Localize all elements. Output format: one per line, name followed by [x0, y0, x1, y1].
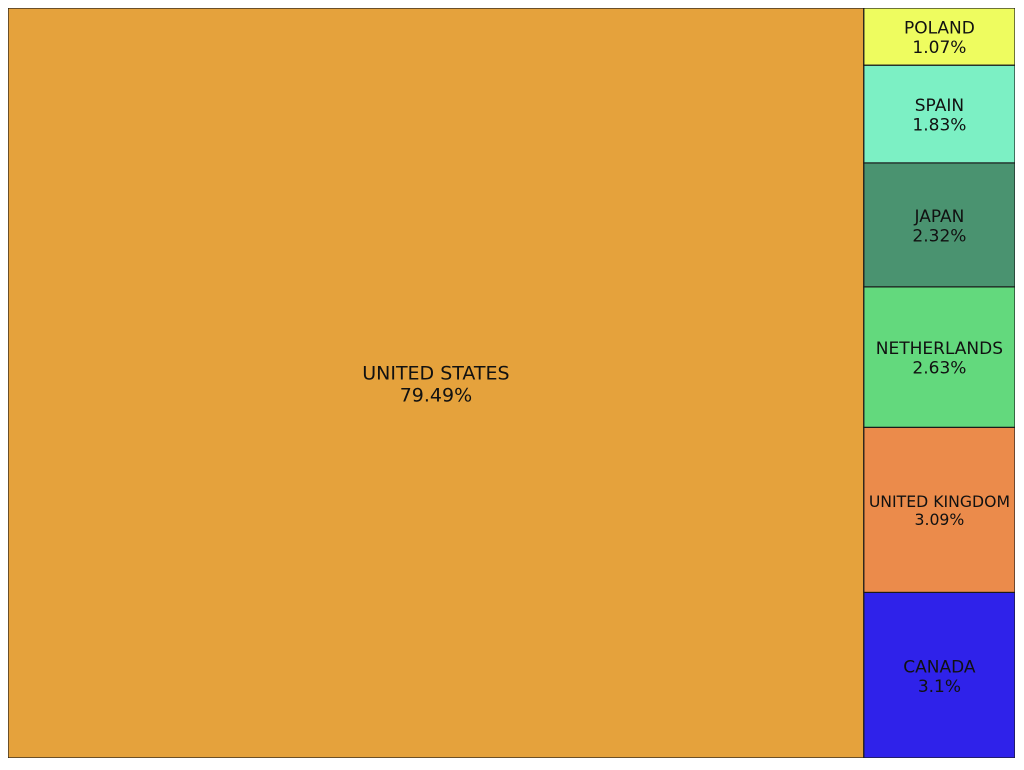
treemap-rect-canada: [863, 591, 1015, 758]
treemap-label-united-states: UNITED STATES: [362, 363, 509, 385]
treemap-value-spain: 1.83%: [912, 116, 966, 136]
treemap-rect-netherlands: [863, 286, 1015, 428]
treemap-rect-united-kingdom: [863, 426, 1015, 594]
treemap-rect-poland: [863, 8, 1015, 66]
treemap-value-united-states: 79.49%: [400, 385, 472, 407]
treemap-value-netherlands: 2.63%: [912, 359, 966, 379]
treemap-label-japan: JAPAN: [913, 207, 964, 227]
treemap-label-spain: SPAIN: [915, 96, 964, 116]
treemap-value-poland: 1.07%: [912, 38, 966, 58]
treemap-value-united-kingdom: 3.09%: [914, 510, 964, 529]
treemap-rect-spain: [863, 64, 1015, 164]
treemap-label-netherlands: NETHERLANDS: [876, 339, 1003, 359]
treemap-value-canada: 3.1%: [918, 677, 961, 697]
treemap-label-poland: POLAND: [904, 19, 975, 39]
treemap-rect-japan: [863, 162, 1015, 288]
treemap-value-japan: 2.32%: [912, 226, 966, 246]
treemap-label-united-kingdom: UNITED KINGDOM: [869, 492, 1010, 511]
treemap-rect-united-states: [8, 8, 865, 758]
treemap-label-canada: CANADA: [903, 657, 976, 677]
